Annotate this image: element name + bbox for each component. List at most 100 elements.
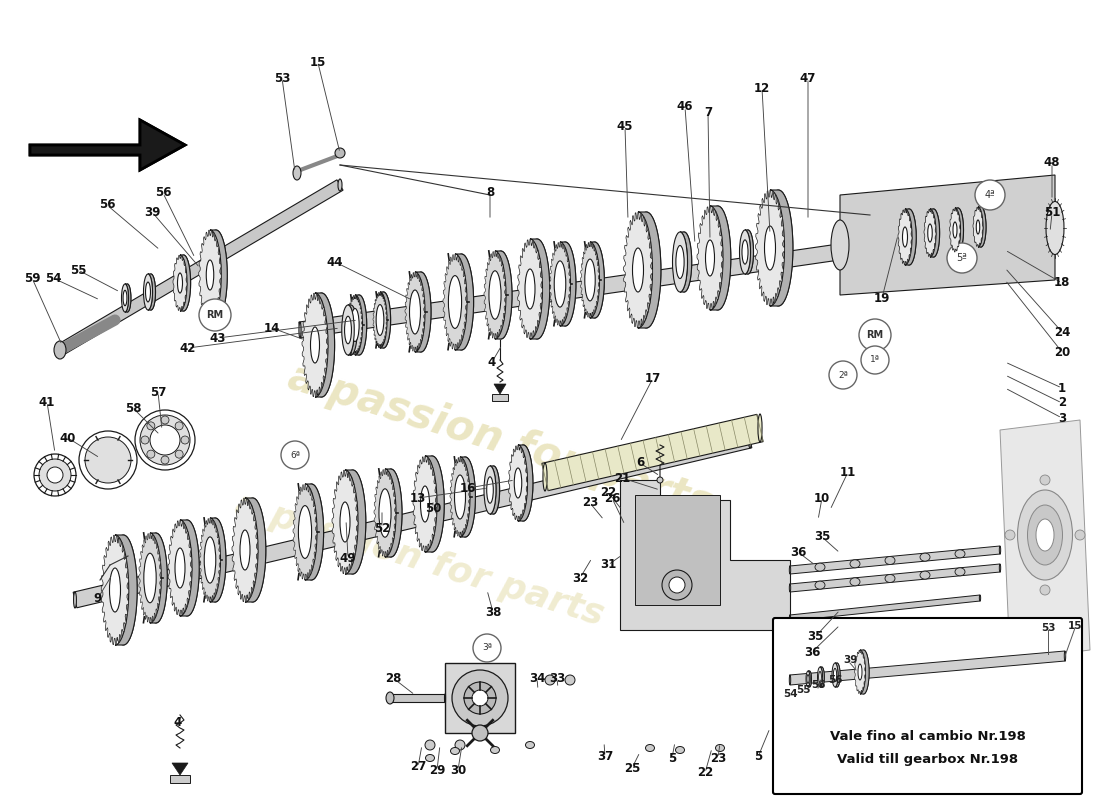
Ellipse shape	[675, 246, 684, 278]
Polygon shape	[148, 274, 155, 310]
Polygon shape	[518, 445, 532, 521]
Text: 31: 31	[600, 558, 616, 571]
Ellipse shape	[749, 432, 751, 448]
Polygon shape	[508, 445, 528, 521]
Ellipse shape	[715, 745, 725, 751]
Polygon shape	[550, 242, 571, 326]
Ellipse shape	[411, 272, 431, 352]
Circle shape	[147, 422, 155, 430]
Text: 55: 55	[795, 685, 811, 695]
Ellipse shape	[123, 290, 126, 306]
Ellipse shape	[449, 275, 462, 328]
Ellipse shape	[74, 592, 76, 608]
Ellipse shape	[175, 520, 199, 616]
Text: 29: 29	[429, 763, 446, 777]
Ellipse shape	[999, 564, 1001, 572]
Ellipse shape	[977, 220, 980, 234]
Ellipse shape	[830, 220, 849, 270]
Ellipse shape	[820, 667, 824, 687]
Text: 54: 54	[45, 271, 62, 285]
Ellipse shape	[585, 259, 595, 301]
Ellipse shape	[177, 255, 190, 311]
Circle shape	[1005, 530, 1015, 540]
Ellipse shape	[790, 675, 791, 685]
Circle shape	[544, 675, 556, 685]
Polygon shape	[315, 293, 334, 397]
Ellipse shape	[554, 261, 565, 307]
Ellipse shape	[1065, 651, 1066, 661]
Ellipse shape	[902, 227, 908, 247]
Polygon shape	[835, 663, 840, 687]
Text: 16: 16	[460, 482, 476, 494]
Ellipse shape	[807, 674, 810, 683]
Text: 7: 7	[704, 106, 712, 118]
Polygon shape	[770, 190, 793, 306]
Polygon shape	[348, 305, 358, 355]
Text: 1ª: 1ª	[870, 355, 880, 365]
Ellipse shape	[920, 571, 929, 579]
Polygon shape	[490, 466, 499, 514]
Ellipse shape	[764, 226, 776, 270]
Polygon shape	[443, 254, 468, 350]
Text: 46: 46	[676, 101, 693, 114]
Circle shape	[1040, 585, 1050, 595]
Text: 47: 47	[800, 71, 816, 85]
Polygon shape	[385, 469, 402, 557]
Polygon shape	[840, 175, 1055, 295]
Ellipse shape	[420, 486, 429, 522]
Circle shape	[975, 180, 1005, 210]
Text: 13: 13	[410, 491, 426, 505]
Text: 56: 56	[155, 186, 172, 199]
Text: 59: 59	[24, 271, 41, 285]
Polygon shape	[405, 272, 425, 352]
Polygon shape	[172, 763, 188, 775]
Ellipse shape	[110, 568, 121, 612]
Ellipse shape	[409, 290, 420, 334]
Ellipse shape	[515, 468, 521, 498]
Text: 35: 35	[806, 630, 823, 643]
Polygon shape	[542, 414, 763, 490]
Ellipse shape	[145, 533, 167, 623]
Ellipse shape	[976, 207, 986, 247]
Text: 51: 51	[1044, 206, 1060, 219]
Ellipse shape	[426, 754, 434, 762]
Text: 6ª: 6ª	[290, 450, 300, 459]
Polygon shape	[905, 209, 916, 265]
Text: RM: RM	[867, 330, 883, 340]
Text: a passion for parts: a passion for parts	[231, 488, 608, 632]
Ellipse shape	[175, 548, 185, 588]
Bar	[170, 775, 190, 783]
Ellipse shape	[351, 309, 359, 342]
Text: 39: 39	[843, 655, 857, 665]
Ellipse shape	[739, 230, 750, 274]
Circle shape	[861, 346, 889, 374]
Ellipse shape	[124, 284, 131, 312]
Text: 58: 58	[124, 402, 141, 414]
Polygon shape	[495, 251, 512, 339]
Ellipse shape	[790, 566, 791, 574]
Text: 57: 57	[150, 386, 166, 398]
Text: 21: 21	[614, 471, 630, 485]
Circle shape	[455, 740, 465, 750]
Ellipse shape	[758, 414, 762, 442]
Circle shape	[472, 690, 488, 706]
Text: 2: 2	[1058, 397, 1066, 410]
Text: 35: 35	[814, 530, 830, 543]
Ellipse shape	[554, 242, 576, 326]
Ellipse shape	[340, 502, 350, 542]
Polygon shape	[581, 242, 600, 318]
Circle shape	[161, 456, 169, 464]
Ellipse shape	[110, 535, 138, 645]
Ellipse shape	[955, 568, 965, 576]
Ellipse shape	[999, 546, 1001, 554]
Ellipse shape	[342, 305, 354, 355]
Ellipse shape	[207, 260, 213, 290]
Ellipse shape	[672, 232, 688, 292]
Polygon shape	[697, 206, 723, 310]
Ellipse shape	[309, 293, 334, 397]
Ellipse shape	[815, 581, 825, 589]
Ellipse shape	[705, 206, 730, 310]
Polygon shape	[57, 180, 343, 355]
Text: 4: 4	[174, 715, 183, 729]
Circle shape	[425, 740, 435, 750]
